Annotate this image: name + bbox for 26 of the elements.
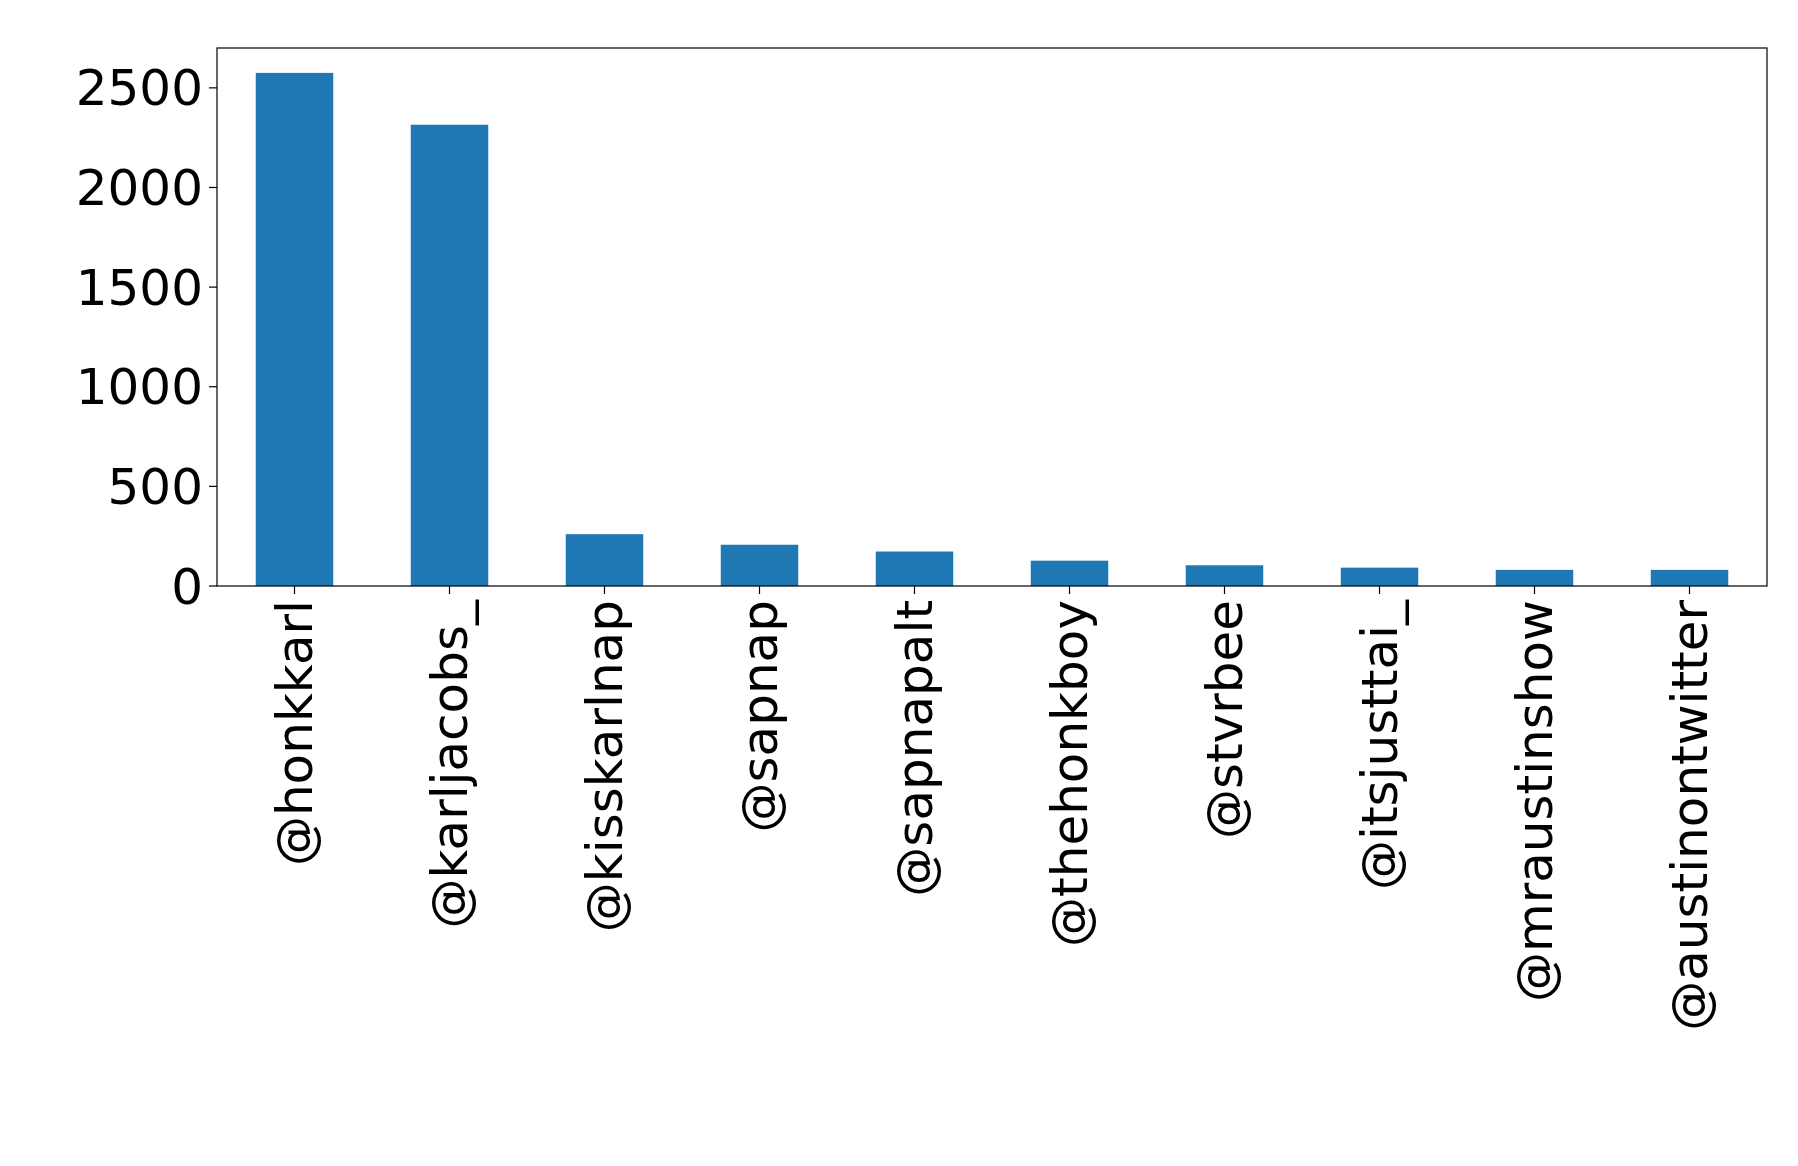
bar <box>720 544 799 586</box>
bar <box>565 534 644 586</box>
y-tick-label: 1000 <box>75 358 203 417</box>
bar <box>410 124 489 586</box>
bar <box>1495 569 1574 586</box>
bar <box>1650 569 1729 586</box>
x-tick-label: @sapnap <box>731 600 789 833</box>
y-tick-label: 500 <box>107 457 203 516</box>
bar <box>1340 567 1419 586</box>
x-tick-label: @stvrbee <box>1196 600 1254 840</box>
bar <box>255 72 334 586</box>
x-tick-label: @austinontwitter <box>1661 599 1719 1031</box>
x-tick-label: @itsjusttai_ <box>1351 599 1409 890</box>
y-tick-label: 0 <box>171 557 203 616</box>
x-tick-label: @sapnapalt <box>886 600 944 897</box>
x-tick-label: @mraustinshow <box>1506 600 1564 1003</box>
x-tick-label: @kisskarlnap <box>576 600 634 933</box>
y-tick-label: 1500 <box>75 258 203 317</box>
x-tick-label: @honkkarl <box>266 600 324 867</box>
x-tick-label: @karljacobs_ <box>421 599 479 929</box>
bar <box>875 551 954 586</box>
bar <box>1185 565 1264 586</box>
y-tick-label: 2000 <box>75 158 203 217</box>
x-tick-label: @thehonkboy <box>1041 600 1099 947</box>
bar <box>1030 560 1109 586</box>
y-tick-label: 2500 <box>75 59 203 118</box>
